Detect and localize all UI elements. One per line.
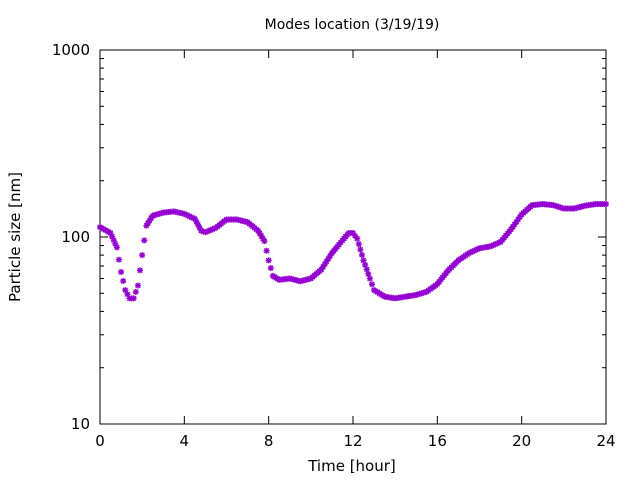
data-point <box>368 281 375 288</box>
data-point <box>134 282 141 289</box>
x-tick-label: 8 <box>264 432 274 450</box>
x-axis-label: Time [hour] <box>307 457 396 475</box>
x-tick-label: 4 <box>180 432 190 450</box>
data-point <box>263 247 270 254</box>
x-tick-label: 0 <box>95 432 105 450</box>
chart-title: Modes location (3/19/19) <box>265 17 440 33</box>
data-point <box>137 267 144 274</box>
data-point <box>355 241 362 248</box>
x-tick-label: 20 <box>512 432 531 450</box>
y-axis: 10 100 1000 <box>52 41 606 433</box>
y-minor-ticks <box>100 58 606 369</box>
data-point <box>354 235 361 242</box>
data-point <box>362 261 369 268</box>
y-tick-label: 10 <box>71 415 90 433</box>
data-point <box>357 246 364 253</box>
x-axis: 0 4 8 12 16 20 24 <box>95 50 616 450</box>
data-point <box>358 251 365 258</box>
data-point <box>603 201 609 208</box>
data-point <box>261 238 268 245</box>
data-series <box>97 201 609 302</box>
x-tick-label: 12 <box>343 432 362 450</box>
data-point <box>366 275 373 282</box>
data-point <box>365 270 372 277</box>
data-point <box>132 288 139 295</box>
data-point <box>118 268 125 275</box>
x-tick-label: 24 <box>596 432 615 450</box>
data-point <box>141 237 148 244</box>
data-point <box>139 252 146 259</box>
data-point <box>265 257 272 264</box>
data-point <box>130 295 137 302</box>
y-tick-label: 100 <box>61 228 90 246</box>
data-point <box>267 265 274 272</box>
y-axis-label: Particle size [nm] <box>6 172 24 302</box>
data-point <box>115 256 122 263</box>
x-tick-label: 16 <box>428 432 447 450</box>
data-point <box>120 278 127 285</box>
y-tick-label: 1000 <box>52 41 90 59</box>
data-point <box>113 244 120 251</box>
